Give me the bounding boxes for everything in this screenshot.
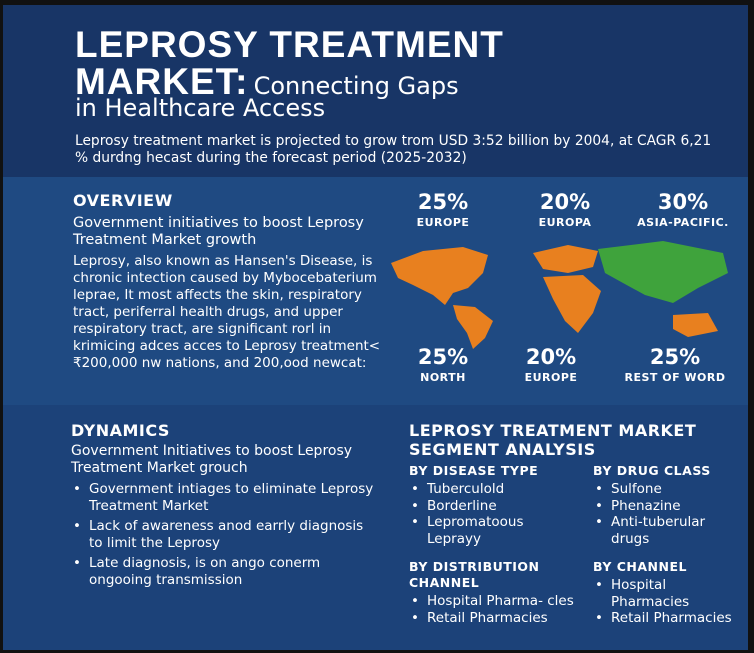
segment-item: Hospital Pharma- cles: [409, 593, 579, 610]
stat-value: 20%: [525, 345, 577, 369]
segment-group: BY DISTRIBUTION CHANNELHospital Pharma- …: [409, 559, 579, 626]
segment-group: BY CHANNEL Hospital PharmaciesRetail Phar…: [593, 559, 743, 627]
segment-title: BY DRUG CLASS: [593, 463, 711, 478]
overview-body: Leprosy, also known as Hansen's Disease,…: [73, 253, 381, 371]
segment-list: Hospital PharmaciesRetail Pharmacies: [593, 577, 743, 627]
dynamics-bullet: Government intiages to eliminate Leprosy…: [71, 481, 376, 514]
segment-title: BY DISTRIBUTION CHANNEL: [409, 559, 540, 590]
segment-list: Hospital Pharma- clesRetail Pharmacies: [409, 593, 579, 626]
stat-label: EUROPA: [538, 216, 592, 229]
map-south-america: [453, 305, 493, 349]
segment-group: BY DISEASE TYPE TuberculoldBorderlineLepr…: [409, 463, 579, 547]
segment-item: Hospital Pharmacies: [593, 577, 743, 610]
segment-heading: LEPROSY TREATMENT MARKET SEGMENT ANALYSI…: [409, 421, 697, 459]
segment-title: BY CHANNEL: [593, 559, 687, 574]
stat-label: ASIA-PACIFIC.: [637, 216, 729, 229]
title-line: MARKET: Connecting Gaps: [75, 62, 459, 102]
infographic: LEPROSY TREATMENT MARKET: Connecting Gap…: [3, 5, 748, 650]
subtitle: Leprosy treatment market is projected to…: [75, 133, 712, 166]
title-line3: in Healthcare Access: [75, 94, 326, 122]
dynamics-heading: DYNAMICS: [71, 421, 170, 440]
segment-item: Tuberculold: [409, 481, 579, 498]
stat-value: 20%: [539, 190, 591, 214]
stat-value: 25%: [649, 345, 701, 369]
stat-value: 25%: [417, 190, 469, 214]
segment-item: Retail Pharmacies: [409, 610, 579, 627]
title-bold: MARKET:: [75, 61, 249, 102]
segment-item: Retail Pharmacies: [593, 610, 743, 627]
map-north-america: [391, 247, 488, 305]
dynamics-list: Government intiages to eliminate Leprosy…: [71, 481, 376, 592]
stat-label: NORTH: [420, 371, 466, 384]
segment-list: SulfonePhenazineAnti-tuberular drugs: [593, 481, 743, 547]
title-rest: Connecting Gaps: [253, 72, 459, 100]
overview-heading: OVERVIEW: [73, 191, 173, 210]
dynamics-bullet: Late diagnosis, is on ango conerm ongooi…: [71, 555, 376, 588]
stat-label: EUROPE: [416, 216, 470, 229]
title: LEPROSY TREATMENT: [75, 24, 504, 65]
header: [3, 5, 748, 177]
world-map: [391, 241, 728, 349]
stat-value: 30%: [657, 190, 709, 214]
segment-item: Borderline: [409, 498, 579, 515]
segment-title: BY DISEASE TYPE: [409, 463, 539, 478]
stat-label: EUROPE: [524, 371, 578, 384]
map-africa: [543, 275, 601, 333]
overview-band: [3, 177, 748, 405]
map-australia: [673, 313, 718, 337]
segment-item: Sulfone: [593, 481, 743, 498]
stat-label: REST OF WORD: [624, 371, 726, 384]
map-europe: [533, 245, 598, 273]
overview-lead: Government initiatives to boost Leprosy …: [73, 215, 364, 248]
segment-group: BY DRUG CLASS SulfonePhenazineAnti-tuberu…: [593, 463, 743, 547]
dynamics-lead: Government Initiatives to boost Leprosy …: [71, 443, 353, 476]
map-asia: [598, 241, 728, 303]
dynamics-bullet: Lack of awareness anod earrly diagnosis …: [71, 518, 376, 551]
segment-item: Anti-tuberular drugs: [593, 514, 743, 547]
stat-value: 25%: [417, 345, 469, 369]
segment-list: TuberculoldBorderlineLepromatoous Lepray…: [409, 481, 579, 547]
segment-item: Lepromatoous Leprayy: [409, 514, 579, 547]
segment-item: Phenazine: [593, 498, 743, 515]
